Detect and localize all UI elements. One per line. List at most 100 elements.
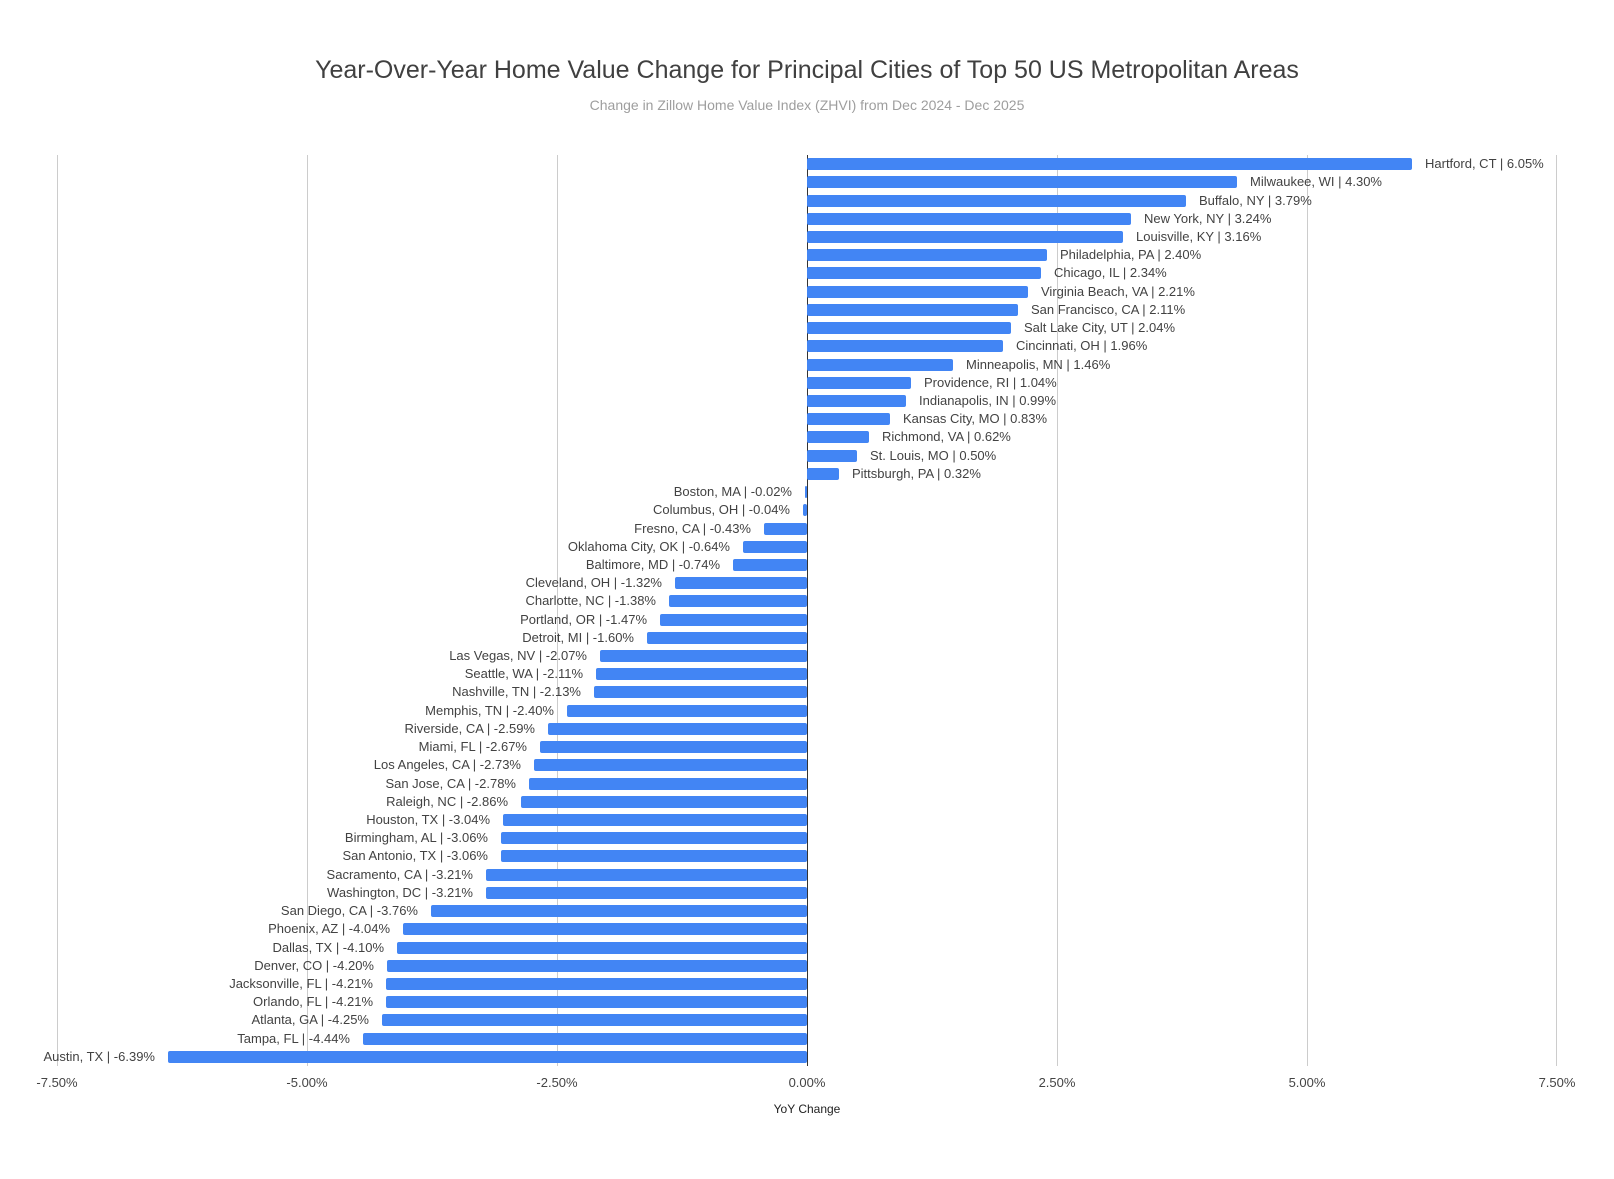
bar[interactable]: [503, 814, 807, 827]
bar-label: Virginia Beach, VA | 2.21%: [1041, 283, 1195, 299]
bar[interactable]: [807, 340, 1003, 353]
bar[interactable]: [764, 522, 807, 535]
bar-label: Columbus, OH | -0.04%: [652, 502, 790, 518]
bar-label: Las Vegas, NV | -2.07%: [449, 648, 587, 664]
bar-label: Cincinnati, OH | 1.96%: [1016, 338, 1148, 354]
bar[interactable]: [600, 650, 807, 663]
bar[interactable]: [521, 795, 807, 808]
bar[interactable]: [807, 176, 1237, 189]
bar[interactable]: [807, 194, 1186, 207]
gridline: [1556, 155, 1557, 1066]
bar[interactable]: [387, 959, 807, 972]
bar-label: Buffalo, NY | 3.79%: [1199, 192, 1312, 208]
chart-title: Year-Over-Year Home Value Change for Pri…: [315, 56, 1299, 84]
bar[interactable]: [803, 504, 807, 517]
bar[interactable]: [807, 467, 839, 480]
bar[interactable]: [594, 686, 807, 699]
bar-label: Boston, MA | -0.02%: [673, 484, 792, 500]
bar[interactable]: [807, 158, 1412, 171]
bar-label: Baltimore, MD | -0.74%: [585, 556, 720, 572]
x-axis: -7.50% -5.00% -2.50% 0.00% 2.50% 5.00% 7.50%: [36, 1066, 1575, 1096]
bar[interactable]: [807, 431, 869, 444]
gridline: [557, 155, 558, 1066]
bar[interactable]: [807, 322, 1011, 335]
bar[interactable]: [529, 777, 807, 790]
bar[interactable]: [168, 1050, 807, 1063]
x-axis-tick-label: -7.50%: [36, 1075, 78, 1090]
bar[interactable]: [733, 558, 807, 571]
bar[interactable]: [382, 1014, 807, 1027]
bar[interactable]: [501, 832, 807, 845]
bar-label: Milwaukee, WI | 4.30%: [1250, 174, 1382, 190]
x-axis-tick-label: -5.00%: [286, 1075, 328, 1090]
bar-label: Phoenix, AZ | -4.04%: [268, 921, 390, 937]
x-axis-tick-label: 2.50%: [1038, 1075, 1076, 1090]
bar-label: Oklahoma City, OK | -0.64%: [567, 538, 730, 554]
bar[interactable]: [807, 285, 1028, 298]
bar-label: Riverside, CA | -2.59%: [404, 720, 535, 736]
bar-label: Portland, OR | -1.47%: [520, 611, 647, 627]
bar[interactable]: [807, 212, 1131, 225]
bar-label: Washington, DC | -3.21%: [327, 884, 473, 900]
bar-label: Austin, TX | -6.39%: [43, 1048, 155, 1064]
bar[interactable]: [397, 941, 807, 954]
bar[interactable]: [486, 868, 807, 881]
bar[interactable]: [807, 449, 857, 462]
bar[interactable]: [540, 741, 807, 754]
bar[interactable]: [805, 486, 807, 499]
bar-label: Detroit, MI | -1.60%: [522, 629, 634, 645]
bar[interactable]: [501, 850, 807, 863]
bar[interactable]: [386, 978, 807, 990]
bar-label: Jacksonville, FL | -4.21%: [229, 976, 373, 991]
bar[interactable]: [675, 577, 807, 590]
bar[interactable]: [534, 759, 807, 772]
bar[interactable]: [743, 540, 807, 553]
bar[interactable]: [807, 249, 1047, 262]
bar-label: Indianapolis, IN | 0.99%: [919, 392, 1057, 408]
bar-label: Providence, RI | 1.04%: [924, 374, 1057, 390]
bar-label: Nashville, TN | -2.13%: [452, 684, 581, 700]
bar-label: Fresno, CA | -0.43%: [634, 520, 751, 536]
bar[interactable]: [363, 1032, 807, 1045]
bar[interactable]: [431, 905, 807, 918]
bar-label: Orlando, FL | -4.21%: [253, 994, 373, 1010]
bar[interactable]: [647, 631, 807, 644]
gridline: [57, 155, 58, 1066]
bar-label: San Diego, CA | -3.76%: [280, 903, 418, 919]
bar-label: Cleveland, OH | -1.32%: [525, 575, 662, 591]
bar-label: Chicago, IL | 2.34%: [1054, 265, 1167, 281]
bar[interactable]: [807, 394, 906, 407]
bar[interactable]: [669, 595, 807, 608]
bar[interactable]: [403, 923, 807, 936]
bar-label: Tampa, FL | -4.44%: [237, 1030, 350, 1046]
bar[interactable]: [386, 996, 807, 1009]
bar-label: Miami, FL | -2.67%: [418, 739, 527, 755]
bar-label: Philadelphia, PA | 2.40%: [1060, 247, 1202, 263]
gridline: [1307, 155, 1308, 1066]
bar[interactable]: [807, 267, 1041, 280]
bar[interactable]: [548, 722, 807, 735]
bar[interactable]: [807, 303, 1018, 316]
bar[interactable]: [660, 613, 807, 626]
bar[interactable]: [807, 376, 911, 389]
bar-label: Houston, TX | -3.04%: [366, 812, 490, 828]
zero-baseline: [807, 155, 808, 1066]
bar[interactable]: [807, 413, 890, 426]
bar[interactable]: [807, 230, 1123, 243]
x-axis-tick-label: 0.00%: [788, 1075, 826, 1090]
bar-label: San Antonio, TX | -3.06%: [342, 848, 488, 864]
bar-label: Birmingham, AL | -3.06%: [344, 830, 488, 846]
bar-label: Sacramento, CA | -3.21%: [326, 866, 473, 882]
bar[interactable]: [596, 668, 807, 681]
bar[interactable]: [486, 886, 807, 899]
x-axis-tick-label: -2.50%: [536, 1075, 578, 1090]
x-axis-tick-label: 5.00%: [1288, 1075, 1326, 1090]
bar[interactable]: [567, 704, 807, 717]
bar-label: Salt Lake City, UT | 2.04%: [1024, 320, 1176, 336]
gridline: [1057, 155, 1058, 1066]
bar-label: Louisville, KY | 3.16%: [1136, 228, 1262, 244]
bar-label: Pittsburgh, PA | 0.32%: [852, 465, 981, 481]
bar-label: Minneapolis, MN | 1.46%: [966, 356, 1111, 372]
bar[interactable]: [807, 358, 953, 371]
